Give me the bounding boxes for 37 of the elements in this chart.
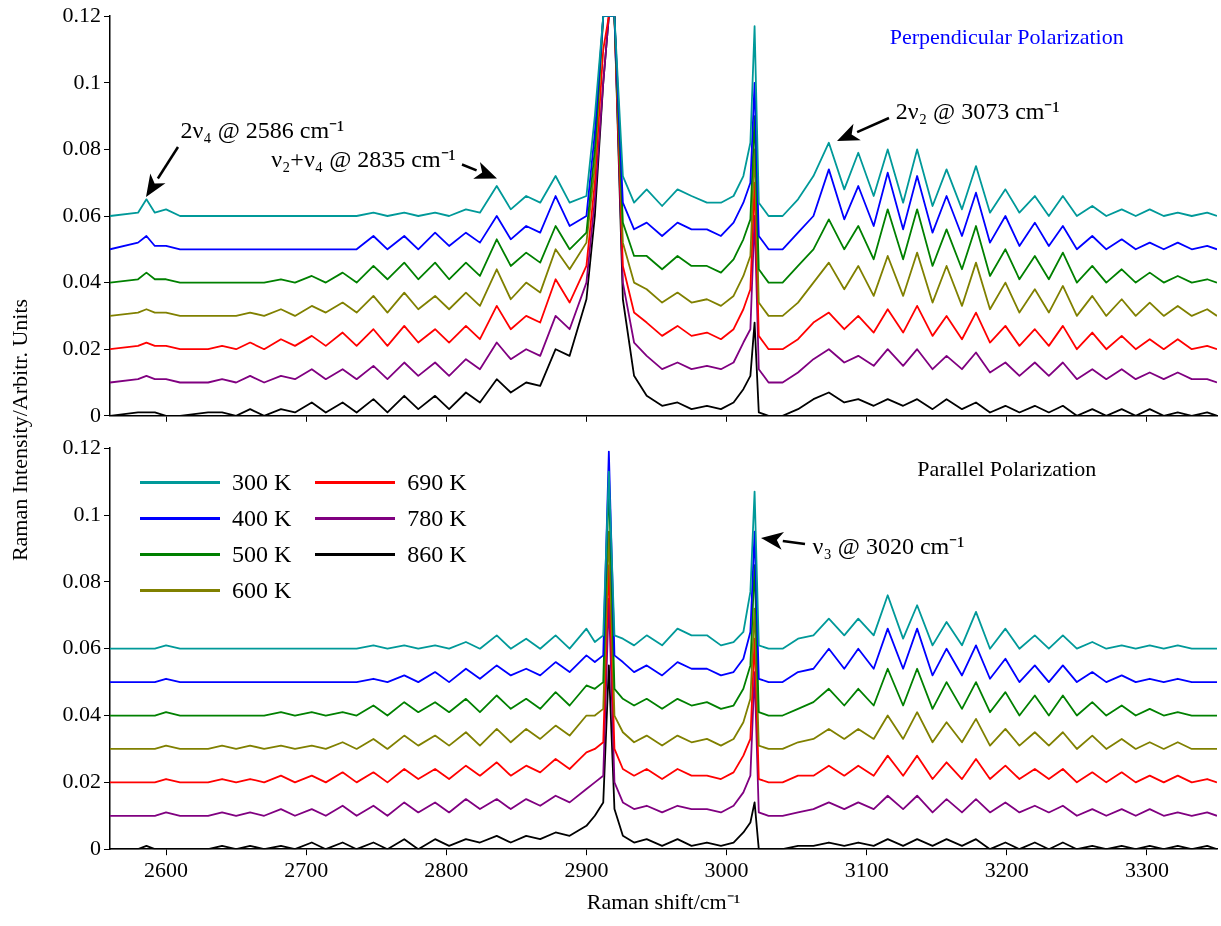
legend-label: 300 K	[232, 468, 292, 496]
x-tick-label: 3200	[984, 857, 1029, 883]
y-tick-label: 0	[90, 834, 101, 860]
y-tick-label: 0.04	[62, 268, 101, 294]
y-tick-label: 0.12	[62, 1, 101, 27]
x-tick-label: 3100	[844, 857, 889, 883]
chart-title: Parallel Polarization	[917, 455, 1097, 481]
y-tick-label: 0.08	[62, 135, 101, 161]
legend-label: 600 K	[232, 576, 292, 604]
y-tick-label: 0.08	[62, 567, 101, 593]
x-tick-label: 3300	[1124, 857, 1169, 883]
legend-label: 500 K	[232, 540, 292, 568]
annotation: ν₃ @ 3020 cm⁻¹	[812, 532, 965, 559]
y-tick-label: 0.1	[73, 500, 101, 526]
annotation: ν₂+ν₄ @ 2835 cm⁻¹	[271, 146, 456, 173]
x-tick-label: 2700	[284, 857, 329, 883]
y-tick-label: 0.02	[62, 768, 101, 794]
y-tick-label: 0.04	[62, 701, 101, 727]
legend-label: 400 K	[232, 504, 292, 532]
legend-label: 780 K	[407, 504, 467, 532]
legend-label: 860 K	[407, 540, 467, 568]
annotation: 2ν₂ @ 3073 cm⁻¹	[895, 98, 1060, 125]
chart-title: Perpendicular Polarization	[889, 23, 1124, 49]
x-tick-label: 2900	[564, 857, 609, 883]
y-axis-title: Raman Intensity/Arbitr. Units	[7, 298, 33, 562]
annotation: 2ν₄ @ 2586 cm⁻¹	[180, 116, 345, 143]
x-tick-label: 2800	[424, 857, 469, 883]
y-tick-label: 0	[90, 401, 101, 427]
y-tick-label: 0.12	[62, 433, 101, 459]
y-tick-label: 0.06	[62, 201, 101, 227]
x-tick-label: 2600	[144, 857, 189, 883]
y-tick-label: 0.02	[62, 334, 101, 360]
y-tick-label: 0.1	[73, 68, 101, 94]
x-axis-title: Raman shift/cm⁻¹	[586, 888, 741, 914]
legend-label: 690 K	[407, 468, 467, 496]
x-tick-label: 3000	[704, 857, 749, 883]
y-tick-label: 0.06	[62, 634, 101, 660]
